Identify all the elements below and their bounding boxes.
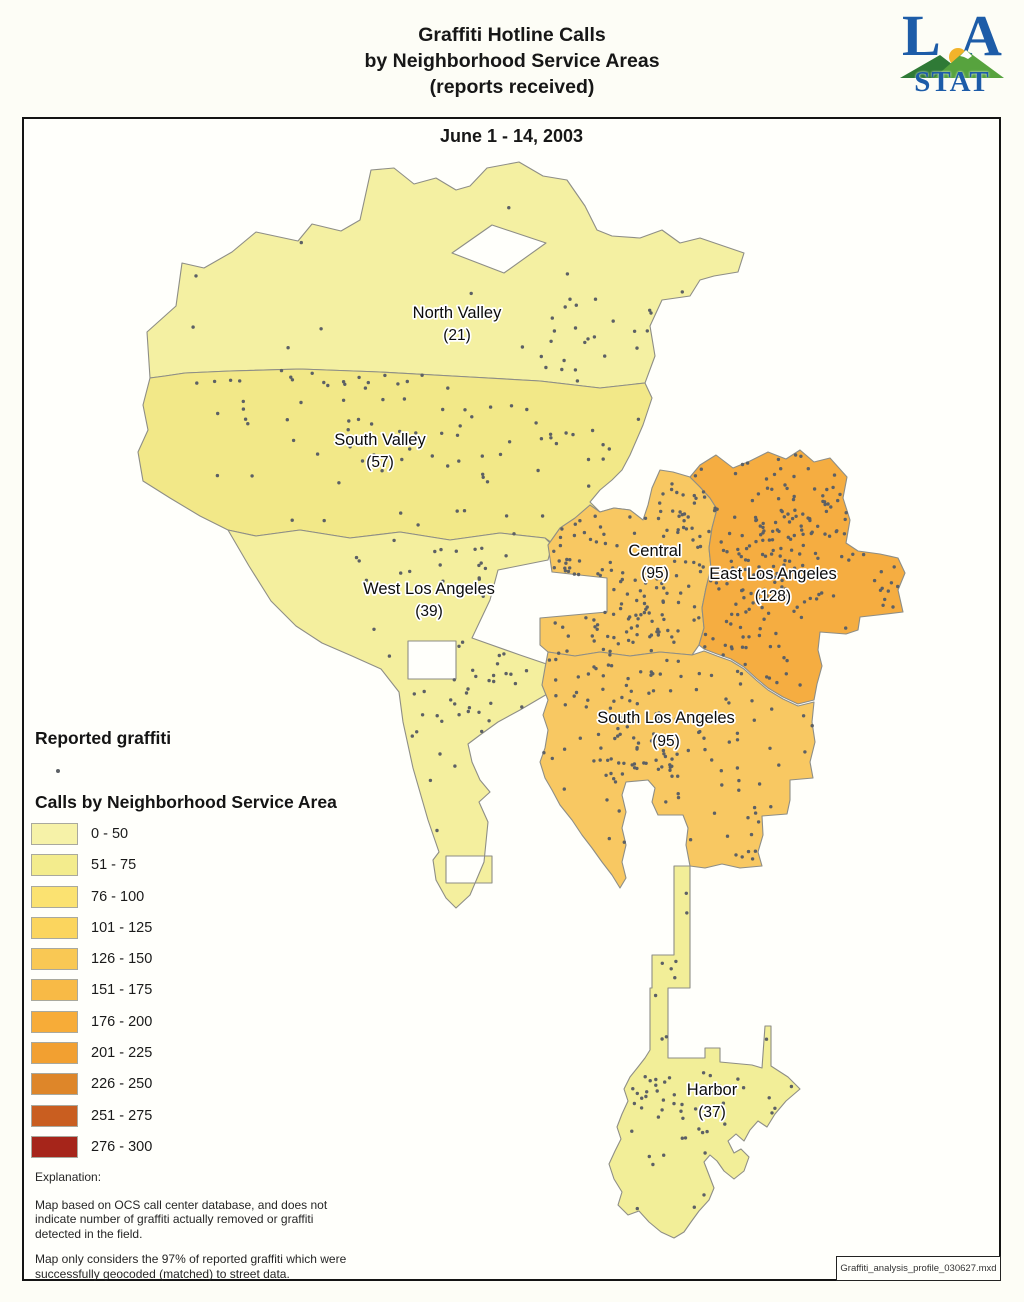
region-label-south-los-angeles: South Los Angeles: [597, 709, 735, 727]
legend-swatch: [31, 916, 78, 939]
region-label-central-count: (95): [641, 565, 669, 582]
region-harbor: [608, 865, 801, 1239]
logo-stat-text: STAT: [914, 66, 990, 98]
explanation-block: Explanation: Map based on OCS call cente…: [35, 1170, 375, 1292]
legend-swatch: [31, 1104, 78, 1127]
graffiti-dots-south-valley: [195, 368, 641, 536]
legend-class-label: 176 - 200: [91, 1013, 153, 1030]
legend-swatch: [31, 823, 78, 845]
legend-class-label: 201 - 225: [91, 1045, 153, 1062]
graffiti-dots-north-valley: [191, 206, 684, 383]
page-title-line1: Graffiti Hotline Calls: [418, 24, 606, 46]
graffiti-dots-central: [552, 482, 717, 655]
page-title: Graffiti Hotline Calls by Neighborhood S…: [0, 22, 1024, 100]
legend-class-label: 76 - 100: [91, 888, 145, 905]
legend-class-label: 0 - 50: [91, 826, 129, 842]
legend-row: 0 - 50: [31, 823, 152, 845]
legend-row: 126 - 150: [31, 948, 153, 971]
region-label-north-valley-count: (21): [443, 327, 471, 344]
region-east-los-angeles: [689, 449, 906, 705]
region-label-harbor-count: (37): [698, 1104, 726, 1121]
logo-letter-l: L: [902, 3, 941, 68]
explanation-paragraph-2: Map only considers the 97% of reported g…: [35, 1252, 347, 1281]
region-label-south-valley-count: (57): [366, 454, 394, 471]
region-label-harbor: Harbor: [687, 1081, 738, 1099]
legend-class-list: 0 - 50 51 - 75 76 - 100 101 - 125 126 - 150 1…: [31, 823, 152, 1167]
source-filename-box: Graffiti_analysis_profile_030627.mxd: [836, 1256, 1001, 1281]
legend-swatch: [31, 1073, 78, 1096]
graffiti-dots-east-los-angeles: [693, 453, 900, 687]
legend-swatch: [31, 948, 78, 971]
legend-row: 76 - 100: [31, 885, 152, 908]
legend-row: 226 - 250: [31, 1073, 153, 1096]
legend-reported-graffiti-title: Reported graffiti: [35, 728, 172, 748]
legend-calls-title: Calls by Neighborhood Service Area: [35, 792, 337, 812]
logo-mountain-icon: [900, 48, 1004, 78]
legend-row: 101 - 125: [31, 916, 153, 939]
legend-row: 176 - 200: [31, 1010, 153, 1033]
legend-class-label: 251 - 275: [91, 1107, 153, 1124]
legend-class-label: 276 - 300: [91, 1138, 153, 1155]
legend-swatch: [31, 854, 78, 877]
legend-row: 276 - 300: [31, 1135, 153, 1158]
region-label-south-valley: South Valley: [334, 431, 426, 449]
legend-class-label: 101 - 125: [91, 919, 153, 936]
explanation-heading: Explanation:: [35, 1170, 102, 1184]
legend-class-label: 226 - 250: [91, 1076, 153, 1093]
region-south-valley: [137, 368, 653, 544]
graffiti-dot-sample: [56, 769, 60, 773]
page-title-line3: (reports received): [429, 76, 595, 98]
region-north-valley: [146, 161, 745, 389]
region-label-south-los-angeles-count: (95): [652, 733, 680, 750]
page-title-line2: by Neighborhood Service Areas: [364, 50, 660, 72]
region-west-los-angeles: [227, 529, 571, 909]
map-date-range: June 1 - 14, 2003: [439, 126, 584, 146]
legend-class-label: 151 - 175: [91, 982, 153, 999]
graffiti-dots-west-los-angeles: [354, 538, 558, 833]
region-label-west-los-angeles-count: (39): [415, 603, 443, 620]
legend-row: 151 - 175: [31, 979, 153, 1002]
source-filename: Graffiti_analysis_profile_030627.mxd: [840, 1263, 997, 1274]
explanation-paragraph-1: Map based on OCS call center database, a…: [35, 1197, 328, 1241]
graffiti-dots-harbor: [630, 891, 794, 1211]
legend-swatch: [31, 1042, 78, 1065]
graffiti-dots-south-los-angeles: [542, 653, 814, 861]
legend-swatch: [31, 885, 78, 908]
legend-class-label: 126 - 150: [91, 951, 153, 968]
legend-row: 51 - 75: [31, 854, 152, 877]
legend-row: 251 - 275: [31, 1104, 153, 1127]
region-label-east-los-angeles-count: (128): [755, 588, 791, 605]
region-south-los-angeles: [539, 650, 816, 889]
legend-swatch: [31, 1135, 78, 1158]
la-stat-logo: L A STAT: [888, 3, 1016, 106]
region-label-central: Central: [628, 542, 681, 560]
region-label-east-los-angeles: East Los Angeles: [709, 565, 837, 583]
region-label-north-valley: North Valley: [413, 304, 502, 322]
legend-class-label: 51 - 75: [91, 857, 137, 874]
legend-row: 201 - 225: [31, 1042, 153, 1065]
legend-swatch: [31, 979, 78, 1002]
region-label-west-los-angeles: West Los Angeles: [363, 580, 495, 598]
legend-swatch: [31, 1010, 78, 1033]
